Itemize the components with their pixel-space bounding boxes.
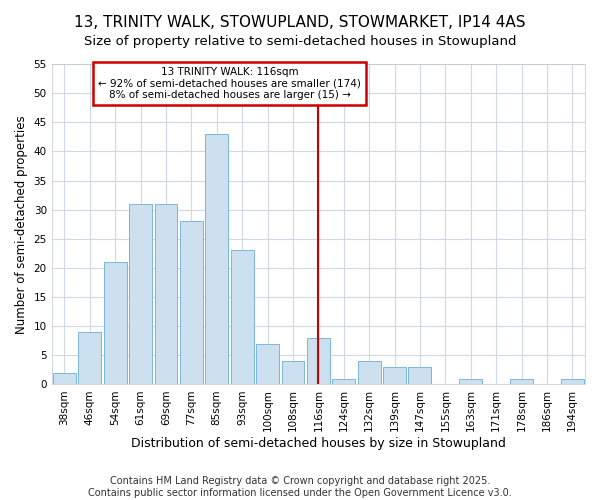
Bar	[409, 367, 431, 384]
Bar	[510, 378, 533, 384]
Bar	[104, 262, 127, 384]
Bar	[129, 204, 152, 384]
Bar	[205, 134, 228, 384]
Bar	[332, 378, 355, 384]
Bar	[383, 367, 406, 384]
Bar	[231, 250, 254, 384]
Bar	[256, 344, 279, 384]
Bar	[155, 204, 178, 384]
Text: Contains HM Land Registry data © Crown copyright and database right 2025.
Contai: Contains HM Land Registry data © Crown c…	[88, 476, 512, 498]
Bar	[53, 373, 76, 384]
Y-axis label: Number of semi-detached properties: Number of semi-detached properties	[15, 115, 28, 334]
Text: 13, TRINITY WALK, STOWUPLAND, STOWMARKET, IP14 4AS: 13, TRINITY WALK, STOWUPLAND, STOWMARKET…	[74, 15, 526, 30]
Bar	[180, 222, 203, 384]
Bar	[358, 361, 380, 384]
Text: Size of property relative to semi-detached houses in Stowupland: Size of property relative to semi-detach…	[84, 35, 516, 48]
Bar	[459, 378, 482, 384]
Bar	[561, 378, 584, 384]
Bar	[307, 338, 330, 384]
X-axis label: Distribution of semi-detached houses by size in Stowupland: Distribution of semi-detached houses by …	[131, 437, 506, 450]
Bar	[281, 361, 304, 384]
Text: 13 TRINITY WALK: 116sqm
← 92% of semi-detached houses are smaller (174)
8% of se: 13 TRINITY WALK: 116sqm ← 92% of semi-de…	[98, 67, 361, 100]
Bar	[79, 332, 101, 384]
